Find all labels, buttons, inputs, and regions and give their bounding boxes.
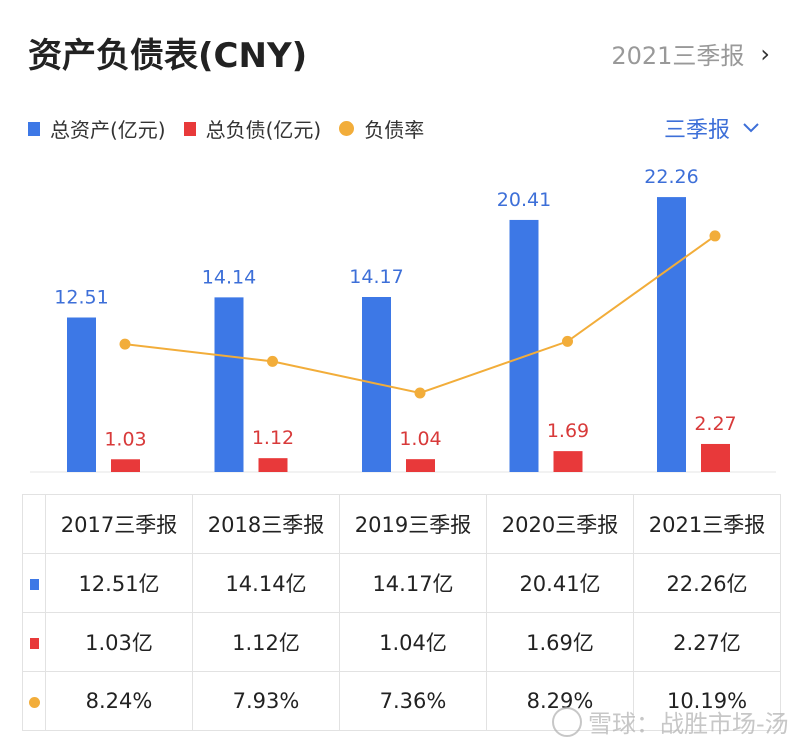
column-header: 2020三季报 — [486, 494, 634, 554]
legend-square-icon — [183, 121, 196, 136]
assets-label: 22.26 — [644, 166, 698, 188]
legend-square-icon — [28, 121, 40, 136]
period-link[interactable]: 2021三季报 › — [611, 36, 770, 71]
table-cell: 1.03亿 — [45, 612, 193, 672]
legend-label: 负债率 — [364, 118, 425, 142]
assets-bar — [214, 297, 244, 472]
column-header: 2021三季报 — [633, 494, 781, 554]
liabilities-label: 2.27 — [694, 413, 736, 435]
liabilities-label: 1.04 — [399, 428, 441, 450]
table-cell: 22.26亿 — [633, 553, 781, 613]
debt-ratio-point — [267, 355, 278, 367]
table-cell: 14.14亿 — [192, 553, 340, 613]
table-header-row: 2017三季报 2018三季报 2019三季报 2020三季报 2021三季报 — [22, 494, 781, 554]
table-row: 12.51亿 14.14亿 14.17亿 20.41亿 22.26亿 — [22, 553, 781, 613]
table-cell: 1.04亿 — [339, 612, 487, 672]
legend-label: 总资产(亿元) — [50, 118, 166, 142]
legend-debt-ratio[interactable]: 负债率 — [339, 114, 424, 143]
liabilities-bar — [406, 459, 435, 472]
table-cell: 12.51亿 — [45, 553, 193, 613]
assets-bar — [509, 219, 539, 472]
column-header: 2017三季报 — [45, 494, 193, 554]
data-table: 2017三季报 2018三季报 2019三季报 2020三季报 2021三季报 12.51… — [22, 494, 781, 731]
liabilities-label: 1.12 — [252, 427, 294, 449]
assets-label: 20.41 — [497, 189, 551, 211]
bar-line-chart: 12.51 1.03 14.14 1.12 14.17 1.04 20.41 1.69 22.2… — [30, 166, 776, 473]
debt-ratio-point — [709, 230, 721, 242]
assets-label: 12.51 — [54, 287, 108, 309]
chevron-down-icon — [743, 123, 759, 133]
debt-ratio-point — [562, 335, 573, 347]
table-cell: 2.27亿 — [633, 612, 781, 672]
table-cell: 20.41亿 — [486, 553, 634, 613]
marker-cell — [22, 671, 46, 731]
legend-liabilities[interactable]: 总负债(亿元) — [183, 114, 322, 143]
liabilities-label: 1.03 — [104, 428, 146, 450]
table-cell: 1.69亿 — [486, 612, 634, 672]
report-type-label: 三季报 — [663, 118, 730, 143]
column-header: 2019三季报 — [339, 494, 487, 554]
assets-bar — [657, 197, 686, 473]
assets-label: 14.14 — [202, 266, 256, 288]
marker-cell — [22, 612, 46, 672]
row-square-icon — [29, 638, 39, 649]
liabilities-bar — [553, 451, 583, 472]
snowball-logo-icon — [552, 706, 582, 737]
legend-assets[interactable]: 总资产(亿元) — [28, 114, 166, 143]
debt-ratio-line — [124, 235, 716, 395]
table-cell: 14.17亿 — [339, 553, 487, 613]
debt-ratio-point — [119, 338, 131, 350]
table-cell: 7.93% — [192, 671, 340, 731]
debt-ratio-point — [414, 387, 426, 399]
watermark: 雪球：战胜市场-汤 — [552, 704, 789, 739]
legend-label: 总负债(亿元) — [205, 118, 322, 142]
legend-dot-icon — [339, 121, 355, 136]
liabilities-bar — [701, 443, 730, 472]
table-cell: 7.36% — [339, 671, 487, 731]
column-header: 2018三季报 — [192, 494, 340, 554]
chevron-right-icon: › — [760, 39, 770, 68]
period-label: 2021三季报 — [611, 42, 745, 70]
row-dot-icon — [28, 697, 40, 708]
corner-cell — [22, 494, 46, 554]
row-square-icon — [29, 579, 39, 590]
legend: 总资产(亿元) 总负债(亿元) 负债率 — [28, 114, 424, 143]
assets-label: 14.17 — [349, 266, 403, 288]
liabilities-bar — [258, 458, 288, 472]
liabilities-label: 1.69 — [547, 420, 589, 442]
liabilities-bar — [111, 459, 140, 472]
table-row: 1.03亿 1.12亿 1.04亿 1.69亿 2.27亿 — [22, 612, 781, 672]
assets-bar — [67, 317, 96, 472]
marker-cell — [22, 553, 46, 613]
table-cell: 8.24% — [45, 671, 193, 731]
table-cell: 10.19% — [633, 671, 781, 731]
table-cell: 1.12亿 — [192, 612, 340, 672]
report-type-dropdown[interactable]: 三季报 — [664, 112, 760, 144]
table-row: 8.24% 7.93% 7.36% 8.29% 10.19% — [22, 671, 781, 731]
page-title: 资产负债表(CNY) — [28, 36, 308, 76]
watermark-text: 雪球：战胜市场-汤 — [588, 710, 789, 738]
